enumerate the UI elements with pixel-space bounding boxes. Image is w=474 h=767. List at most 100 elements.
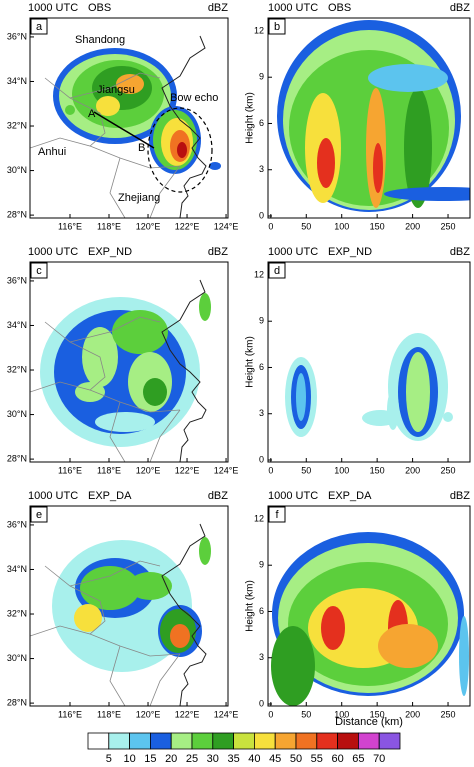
colorbar-box (253, 732, 276, 750)
panel-unit: dBZ (208, 490, 228, 502)
reflectivity-area (459, 616, 469, 696)
x-tick-label: 124°E (214, 465, 239, 475)
colorbar-box (337, 732, 359, 750)
colorbar-box (108, 732, 131, 750)
y-tick-label: 34°N (7, 564, 27, 574)
reflectivity-area (128, 572, 172, 600)
reflectivity-area (112, 310, 168, 354)
panel-letter: a (36, 21, 43, 33)
y-tick-label: 12 (254, 269, 264, 279)
panel-letter: f (275, 509, 279, 521)
y-tick-label: 12 (254, 513, 264, 523)
x-tick-label: 120°E (136, 465, 161, 475)
panel-letter: c (36, 265, 42, 277)
colorbar-box (149, 732, 172, 750)
province-border (109, 157, 126, 218)
reflectivity-area (317, 138, 335, 188)
y-tick-label: 36°N (7, 275, 27, 285)
y-tick-label: 32°N (7, 120, 27, 130)
province-border (89, 389, 181, 413)
colorbar-box (170, 732, 193, 750)
panel-letter: b (274, 21, 280, 33)
place-label: A (88, 108, 96, 120)
x-tick-label: 50 (301, 221, 311, 231)
x-tick-label: 0 (268, 221, 273, 231)
y-tick-label: 9 (259, 72, 264, 82)
province-border (89, 145, 181, 169)
panel-letter-box (268, 18, 286, 35)
panel-experiment: EXP_DA (328, 490, 372, 502)
colorbar-box (378, 732, 401, 750)
x-tick-label: 50 (301, 465, 311, 475)
colorbar-label: 65 (352, 753, 364, 765)
y-tick-label: 9 (259, 316, 264, 326)
y-tick-label: 30°N (7, 653, 27, 663)
colorbar-label: 35 (227, 753, 239, 765)
colorbar-label: 70 (373, 753, 385, 765)
reflectivity-area (443, 412, 453, 422)
panel-experiment: OBS (328, 2, 351, 14)
colorbar-label: 15 (144, 753, 156, 765)
x-tick-label: 122°E (175, 221, 200, 231)
panel-time: 1000 UTC (268, 2, 318, 14)
y-tick-label: 9 (259, 560, 264, 570)
panel-letter-box (30, 18, 48, 35)
x-tick-label: 118°E (97, 221, 121, 231)
x-tick-label: 122°E (175, 465, 200, 475)
x-tick-label: 118°E (97, 465, 121, 475)
y-tick-label: 30°N (7, 409, 27, 419)
reflectivity-area (387, 390, 399, 430)
colorbar-label: 20 (165, 753, 177, 765)
panel-time: 1000 UTC (268, 246, 318, 258)
panel-unit: dBZ (450, 2, 470, 14)
y-tick-label: 36°N (7, 31, 27, 41)
panel-time: 1000 UTC (268, 490, 318, 502)
colorbar-label: 55 (311, 753, 323, 765)
x-tick-label: 150 (370, 465, 385, 475)
colorbar-box (295, 732, 318, 750)
section-frame (267, 261, 471, 463)
x-tick-label: 0 (268, 709, 273, 719)
y-tick-label: 3 (259, 164, 264, 174)
section-field (285, 333, 453, 441)
place-label: Bow echo (170, 92, 218, 104)
x-tick-label: 0 (268, 465, 273, 475)
place-label: B (138, 142, 145, 154)
x-axis-title: Distance (km) (335, 716, 403, 728)
colorbar-box (233, 732, 255, 750)
place-label: Jiangsu (97, 84, 135, 96)
x-tick-label: 124°E (214, 221, 239, 231)
y-tick-label: 0 (259, 698, 264, 708)
x-tick-label: 116°E (58, 465, 82, 475)
x-tick-label: 200 (405, 221, 420, 231)
colorbar-box (191, 732, 214, 750)
province-border (149, 653, 181, 706)
panel-letter-box (268, 262, 286, 279)
colorbar-box (87, 732, 110, 750)
panel-time: 1000 UTC (28, 2, 78, 14)
panel-letter-box (268, 506, 286, 523)
y-axis-title: Height (km) (245, 336, 256, 388)
colorbar-box (212, 732, 235, 750)
province-border (109, 401, 126, 462)
place-label: Zhejiang (118, 192, 160, 204)
x-tick-label: 100 (334, 465, 349, 475)
colorbar-label: 10 (123, 753, 135, 765)
reflectivity-area (384, 187, 470, 201)
map-field (30, 262, 228, 462)
y-axis-title: Height (km) (245, 580, 256, 632)
y-tick-label: 6 (259, 606, 264, 616)
panel-unit: dBZ (208, 246, 228, 258)
x-tick-label: 200 (405, 465, 420, 475)
reflectivity-area (75, 382, 105, 402)
reflectivity-area (90, 646, 150, 666)
province-border (149, 165, 181, 218)
reflectivity-area (406, 352, 430, 432)
map-field (30, 506, 228, 706)
reflectivity-area (95, 412, 155, 432)
x-tick-label: 100 (334, 221, 349, 231)
reflectivity-area (296, 373, 306, 421)
colorbar-label: 25 (186, 753, 198, 765)
panel-letter-box (30, 506, 48, 523)
